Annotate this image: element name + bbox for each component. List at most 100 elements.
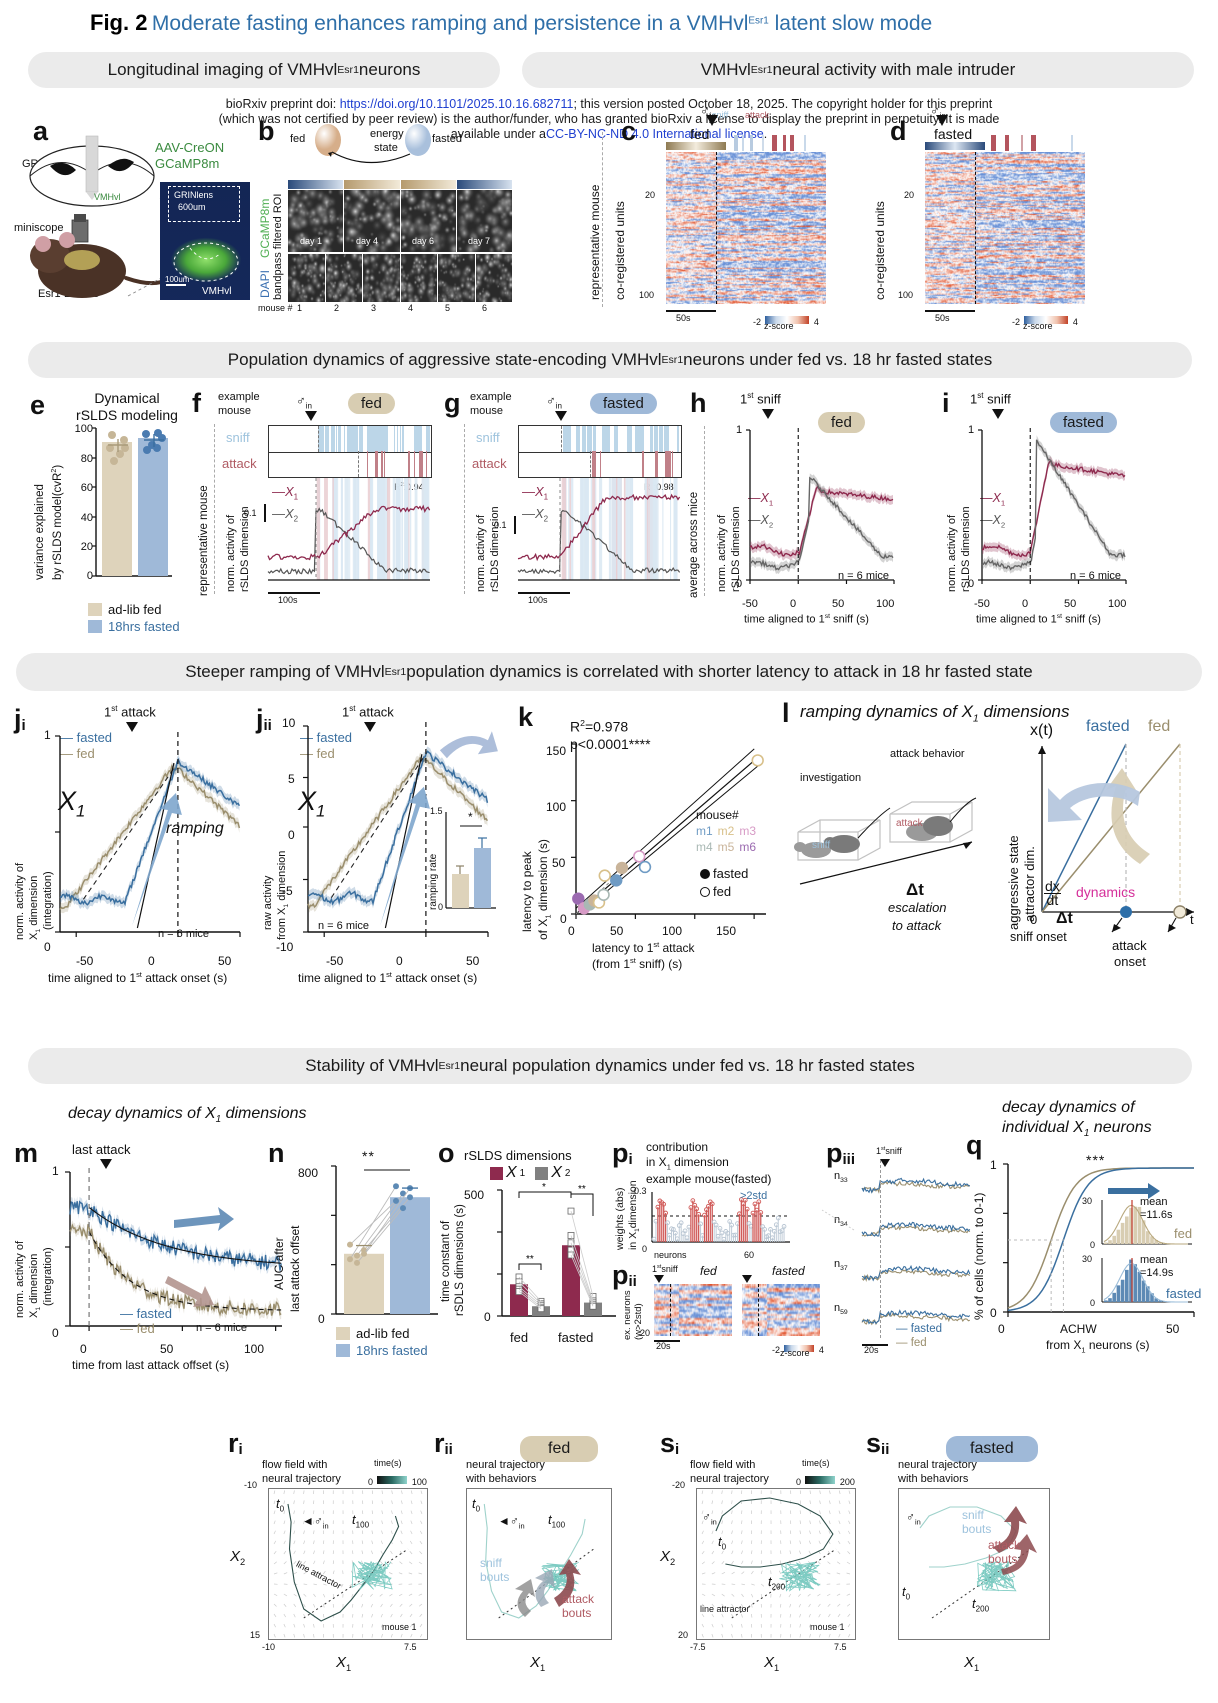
panel-jii-xtick-0: 0 — [396, 954, 403, 968]
panel-m-ylabel-3: (integration) — [42, 1247, 54, 1306]
license-link[interactable]: CC-BY-NC-ND 4.0 International license — [546, 127, 764, 141]
panel-h-ytick-1: 1 — [736, 424, 743, 436]
panel-h-n: n = 6 mice — [838, 570, 890, 582]
panel-b-roi-images-top — [288, 190, 512, 252]
panel-k-xtick-150: 150 — [716, 924, 737, 938]
banner-3-text: Population dynamics of aggressive state-… — [227, 350, 662, 369]
panel-jii-letter: jii — [256, 704, 272, 734]
panel-o-xtick-fasted: fasted — [558, 1330, 594, 1345]
panel-ji-xlabel: time aligned to 1st attack onset (s) — [48, 970, 228, 985]
panel-f-sniff-label: sniff — [226, 430, 250, 445]
panel-h-xtick-100: 100 — [876, 598, 895, 610]
panel-b-day-4: day 4 — [356, 236, 379, 246]
panel-b-state-label: state — [374, 142, 398, 154]
panel-ri-t100: t100 — [352, 1512, 370, 1530]
panel-k-legend-fed: fed — [700, 884, 731, 899]
panel-k-m3: m3 — [739, 824, 757, 838]
panel-e-barchart: 100 80 60 40 20 0 — [75, 423, 172, 582]
doi-link[interactable]: https://doi.org/10.1101/2025.10.16.68271… — [339, 97, 574, 111]
panel-a-depth-label: 600um — [178, 202, 206, 212]
panel-l-behavior-schematic: sniff attack — [794, 797, 977, 885]
panel-pii-ylabel-1: ex. neurons — [622, 1290, 633, 1340]
watermark-line-1: bioRxiv preprint doi: https://doi.org/10… — [225, 97, 993, 111]
panel-q-inset-fed: 30 0 mean =11.6s fed — [1082, 1196, 1194, 1252]
panel-n-legend: ad-lib fed 18hrs fasted — [336, 1326, 428, 1358]
panel-f-legend-x1: —X1 — [272, 484, 299, 502]
panel-b-day-7: day 7 — [468, 236, 491, 246]
panel-f-example-mouse: example mouse — [218, 391, 260, 417]
panel-q-xtick-50: 50 — [1166, 1322, 1180, 1336]
panel-a-schematic: VMHvl — [29, 135, 201, 298]
panel-a-virus-label: AAV-CreON GCaMP8m — [155, 140, 225, 171]
panel-ri-ybot: 15 — [250, 1630, 261, 1640]
panel-si-cbar-label: time(s) — [802, 1458, 830, 1468]
panel-k-ytick-100: 100 — [546, 800, 567, 814]
panel-c-yaxis-outer: representative mouse — [588, 184, 602, 300]
panel-ji-plot — [55, 732, 241, 937]
panel-pi-threshold: >2std — [740, 1190, 768, 1202]
panel-h-legend: —X1 —X2 — [748, 490, 773, 533]
panel-ji-n: n = 6 mice — [158, 928, 210, 940]
figure-number: Fig. 2 — [90, 10, 148, 35]
panel-pii-ytick-20: 20 — [640, 1328, 651, 1338]
panel-q-inset-fasted-ytick0: 0 — [1090, 1298, 1096, 1308]
panel-l-fasted-label: fasted — [1086, 718, 1130, 735]
panel-ri-mouse: mouse 1 — [382, 1622, 417, 1632]
legend-swatch-fasted-n — [336, 1344, 350, 1357]
panel-g-attack-raster — [518, 451, 682, 478]
panel-n-legend-fasted: 18hrs fasted — [336, 1343, 428, 1358]
panel-ri-ylabel: X2 — [230, 1548, 246, 1567]
panel-k-xtick-100: 100 — [662, 924, 683, 938]
panel-jii-ytick-5: 5 — [288, 772, 295, 786]
panel-q-ytick-0: 0 — [990, 1306, 997, 1320]
panel-jii-ytick--10: -10 — [276, 940, 294, 954]
panel-i-fasted-tag: fasted — [1050, 412, 1117, 433]
panel-si-t0: t0 — [718, 1534, 727, 1552]
banner-steeper-ramping: Steeper ramping of VMHvl Esr1 population … — [16, 653, 1202, 691]
panel-ji-ytick-0: 0 — [44, 940, 51, 954]
panel-l-ramping-schematic — [1038, 743, 1194, 933]
panel-rii-xlabel: X1 — [530, 1654, 546, 1673]
panel-rii-letter: rii — [434, 1428, 453, 1458]
panel-k-m1: m1 — [696, 824, 713, 838]
panel-q-supertitle-2: individual X1 neurons — [1002, 1119, 1152, 1140]
panel-f-traces — [267, 478, 431, 581]
svg-text:80: 80 — [81, 453, 93, 465]
panel-d-ytick-20: 20 — [904, 190, 915, 200]
panel-l-dt: Δt — [906, 880, 924, 899]
panel-h-legend-x1: —X1 — [748, 491, 774, 508]
panel-jii-inset-ytick-0: 0 — [438, 902, 444, 912]
panel-g-ylabel-1: norm. activity of — [475, 514, 487, 592]
panel-jii-legend-fed: — fed — [300, 746, 335, 761]
panel-si-mouse: mouse 1 — [810, 1622, 845, 1632]
panel-ji-xtick--50: -50 — [76, 954, 94, 968]
panel-l-escalation-2: to attack — [892, 918, 942, 933]
panel-b-mouse-2: 2 — [334, 303, 340, 313]
panel-ji-ylabel-1: norm. activity of — [14, 862, 26, 940]
panel-f-fed-tag: fed — [348, 393, 395, 414]
panel-d-colorbar: -2 4 — [1012, 316, 1078, 327]
panel-g-letter: g — [444, 388, 461, 418]
panel-l-fed-label: fed — [1148, 718, 1171, 735]
panel-o-ytick-500: 500 — [464, 1188, 485, 1202]
panel-k-xlabel-1: latency to 1st attack — [592, 940, 695, 955]
figure-title-tail: latent slow mode — [768, 12, 933, 35]
panel-q-inset-fed-label: fed — [1174, 1226, 1193, 1241]
panel-m-supertitle: decay dynamics of X1 dimensions — [68, 1105, 307, 1126]
banner-1-tail: neurons — [358, 60, 421, 79]
panel-m-ytick-0: 0 — [52, 1326, 59, 1340]
panel-k-mouse-header: mouse# — [696, 808, 739, 822]
panel-m-event-label: last attack — [72, 1142, 131, 1157]
panel-d-event-line — [975, 152, 976, 304]
panel-g-legend-x2: —X2 — [522, 505, 549, 524]
panel-si-ylabel: X2 — [660, 1548, 676, 1567]
panel-ji-ylabel-3: (integration) — [42, 871, 54, 930]
panel-i-xtick-100: 100 — [1108, 598, 1127, 610]
panel-si-line-attractor: line attractor — [700, 1604, 750, 1614]
panel-c-colorbar-label: z-score — [764, 321, 794, 331]
panel-piii-event-line — [880, 1160, 881, 1338]
panel-e-title: Dynamical rSLDS modeling — [76, 390, 178, 423]
panel-piii-n37: n37 — [834, 1258, 848, 1273]
panel-e-legend-fed: ad-lib fed — [88, 602, 180, 617]
